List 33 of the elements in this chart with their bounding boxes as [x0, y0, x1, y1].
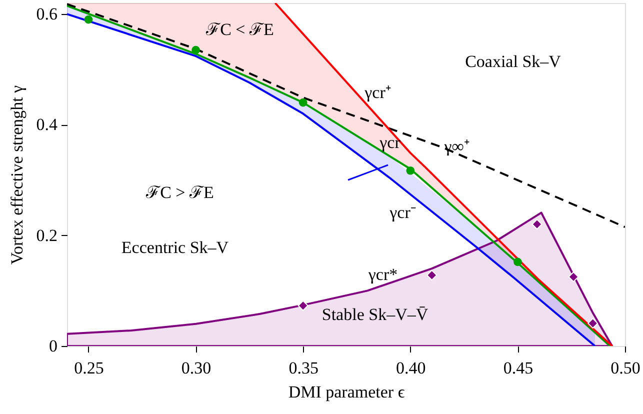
- line-series: [274, 3, 614, 346]
- point: [426, 270, 438, 280]
- x-tick-label: 0.30: [181, 358, 212, 378]
- y-tick-label: 0.2: [36, 226, 58, 245]
- y-tick-label: 0.4: [36, 115, 58, 134]
- point: [532, 219, 542, 230]
- point: [84, 15, 93, 24]
- point: [298, 98, 308, 107]
- x-tick-label: 0.40: [396, 358, 426, 378]
- x-tick-label: 0.45: [503, 358, 534, 378]
- x-tick-label: 0.50: [610, 358, 640, 378]
- y-axis-title: Vortex effective strenght γ: [7, 84, 26, 265]
- annotation: Coaxial Sk–V: [465, 52, 562, 71]
- point: [514, 258, 522, 266]
- x-axis-title: DMI parameter ϵ: [288, 382, 405, 402]
- annotation: γcr: [378, 133, 401, 152]
- annotation: γcr⁻: [388, 203, 416, 222]
- point: [588, 318, 598, 329]
- x-tick-label: 0.25: [74, 358, 104, 378]
- point: [568, 272, 579, 282]
- annotation: Stable Sk–V–V̄: [322, 305, 429, 324]
- x-tick-label: 0.35: [288, 358, 318, 378]
- annotation: γcr⁺: [364, 83, 392, 102]
- annotation: ℱC > ℱE: [145, 183, 214, 202]
- annotation: Eccentric Sk–V: [121, 238, 230, 257]
- point: [192, 46, 200, 54]
- line-series: [67, 3, 625, 228]
- y-tick-label: 0: [49, 336, 58, 356]
- y-tick-label: 0.6: [36, 4, 58, 24]
- point: [298, 300, 308, 311]
- point: [406, 166, 415, 175]
- annotation: γcr*: [367, 265, 398, 284]
- annotation: ℱC < ℱE: [205, 20, 274, 39]
